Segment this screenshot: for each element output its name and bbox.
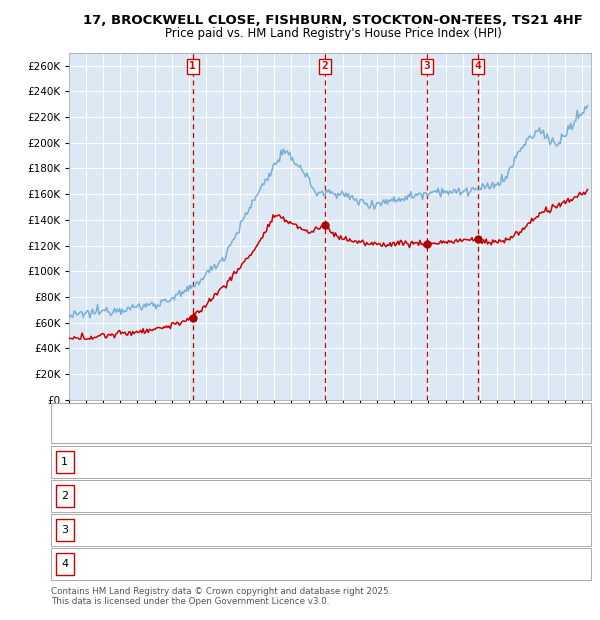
- Text: 29-NOV-2018: 29-NOV-2018: [81, 559, 155, 569]
- Text: 17, BROCKWELL CLOSE, FISHBURN, STOCKTON-ON-TEES, TS21 4HF (detached house): 17, BROCKWELL CLOSE, FISHBURN, STOCKTON-…: [90, 409, 508, 419]
- Text: 24% ↓ HPI: 24% ↓ HPI: [405, 525, 464, 535]
- Text: 2: 2: [322, 61, 328, 71]
- Text: £125,000: £125,000: [273, 559, 326, 569]
- Text: 4: 4: [61, 559, 68, 569]
- Text: 2: 2: [61, 491, 68, 501]
- Text: £63,950: £63,950: [273, 457, 319, 467]
- Text: 22% ↓ HPI: 22% ↓ HPI: [405, 491, 464, 501]
- Text: £121,500: £121,500: [273, 525, 326, 535]
- Text: Contains HM Land Registry data © Crown copyright and database right 2025.
This d: Contains HM Land Registry data © Crown c…: [51, 587, 391, 606]
- Text: 27% ↓ HPI: 27% ↓ HPI: [405, 559, 464, 569]
- Text: 3: 3: [424, 61, 430, 71]
- Text: 17, BROCKWELL CLOSE, FISHBURN, STOCKTON-ON-TEES, TS21 4HF: 17, BROCKWELL CLOSE, FISHBURN, STOCKTON-…: [83, 14, 583, 27]
- Text: 26% ↓ HPI: 26% ↓ HPI: [405, 457, 464, 467]
- Text: 1: 1: [61, 457, 68, 467]
- Text: 18-DEC-2009: 18-DEC-2009: [81, 491, 155, 501]
- Text: Price paid vs. HM Land Registry's House Price Index (HPI): Price paid vs. HM Land Registry's House …: [164, 27, 502, 40]
- Text: 3: 3: [61, 525, 68, 535]
- Text: HPI: Average price, detached house, County Durham: HPI: Average price, detached house, Coun…: [90, 427, 348, 437]
- Text: 27-NOV-2015: 27-NOV-2015: [81, 525, 155, 535]
- Text: 4: 4: [475, 61, 481, 71]
- Text: 1: 1: [190, 61, 196, 71]
- Text: £136,000: £136,000: [273, 491, 326, 501]
- Text: 28-MAR-2002: 28-MAR-2002: [81, 457, 156, 467]
